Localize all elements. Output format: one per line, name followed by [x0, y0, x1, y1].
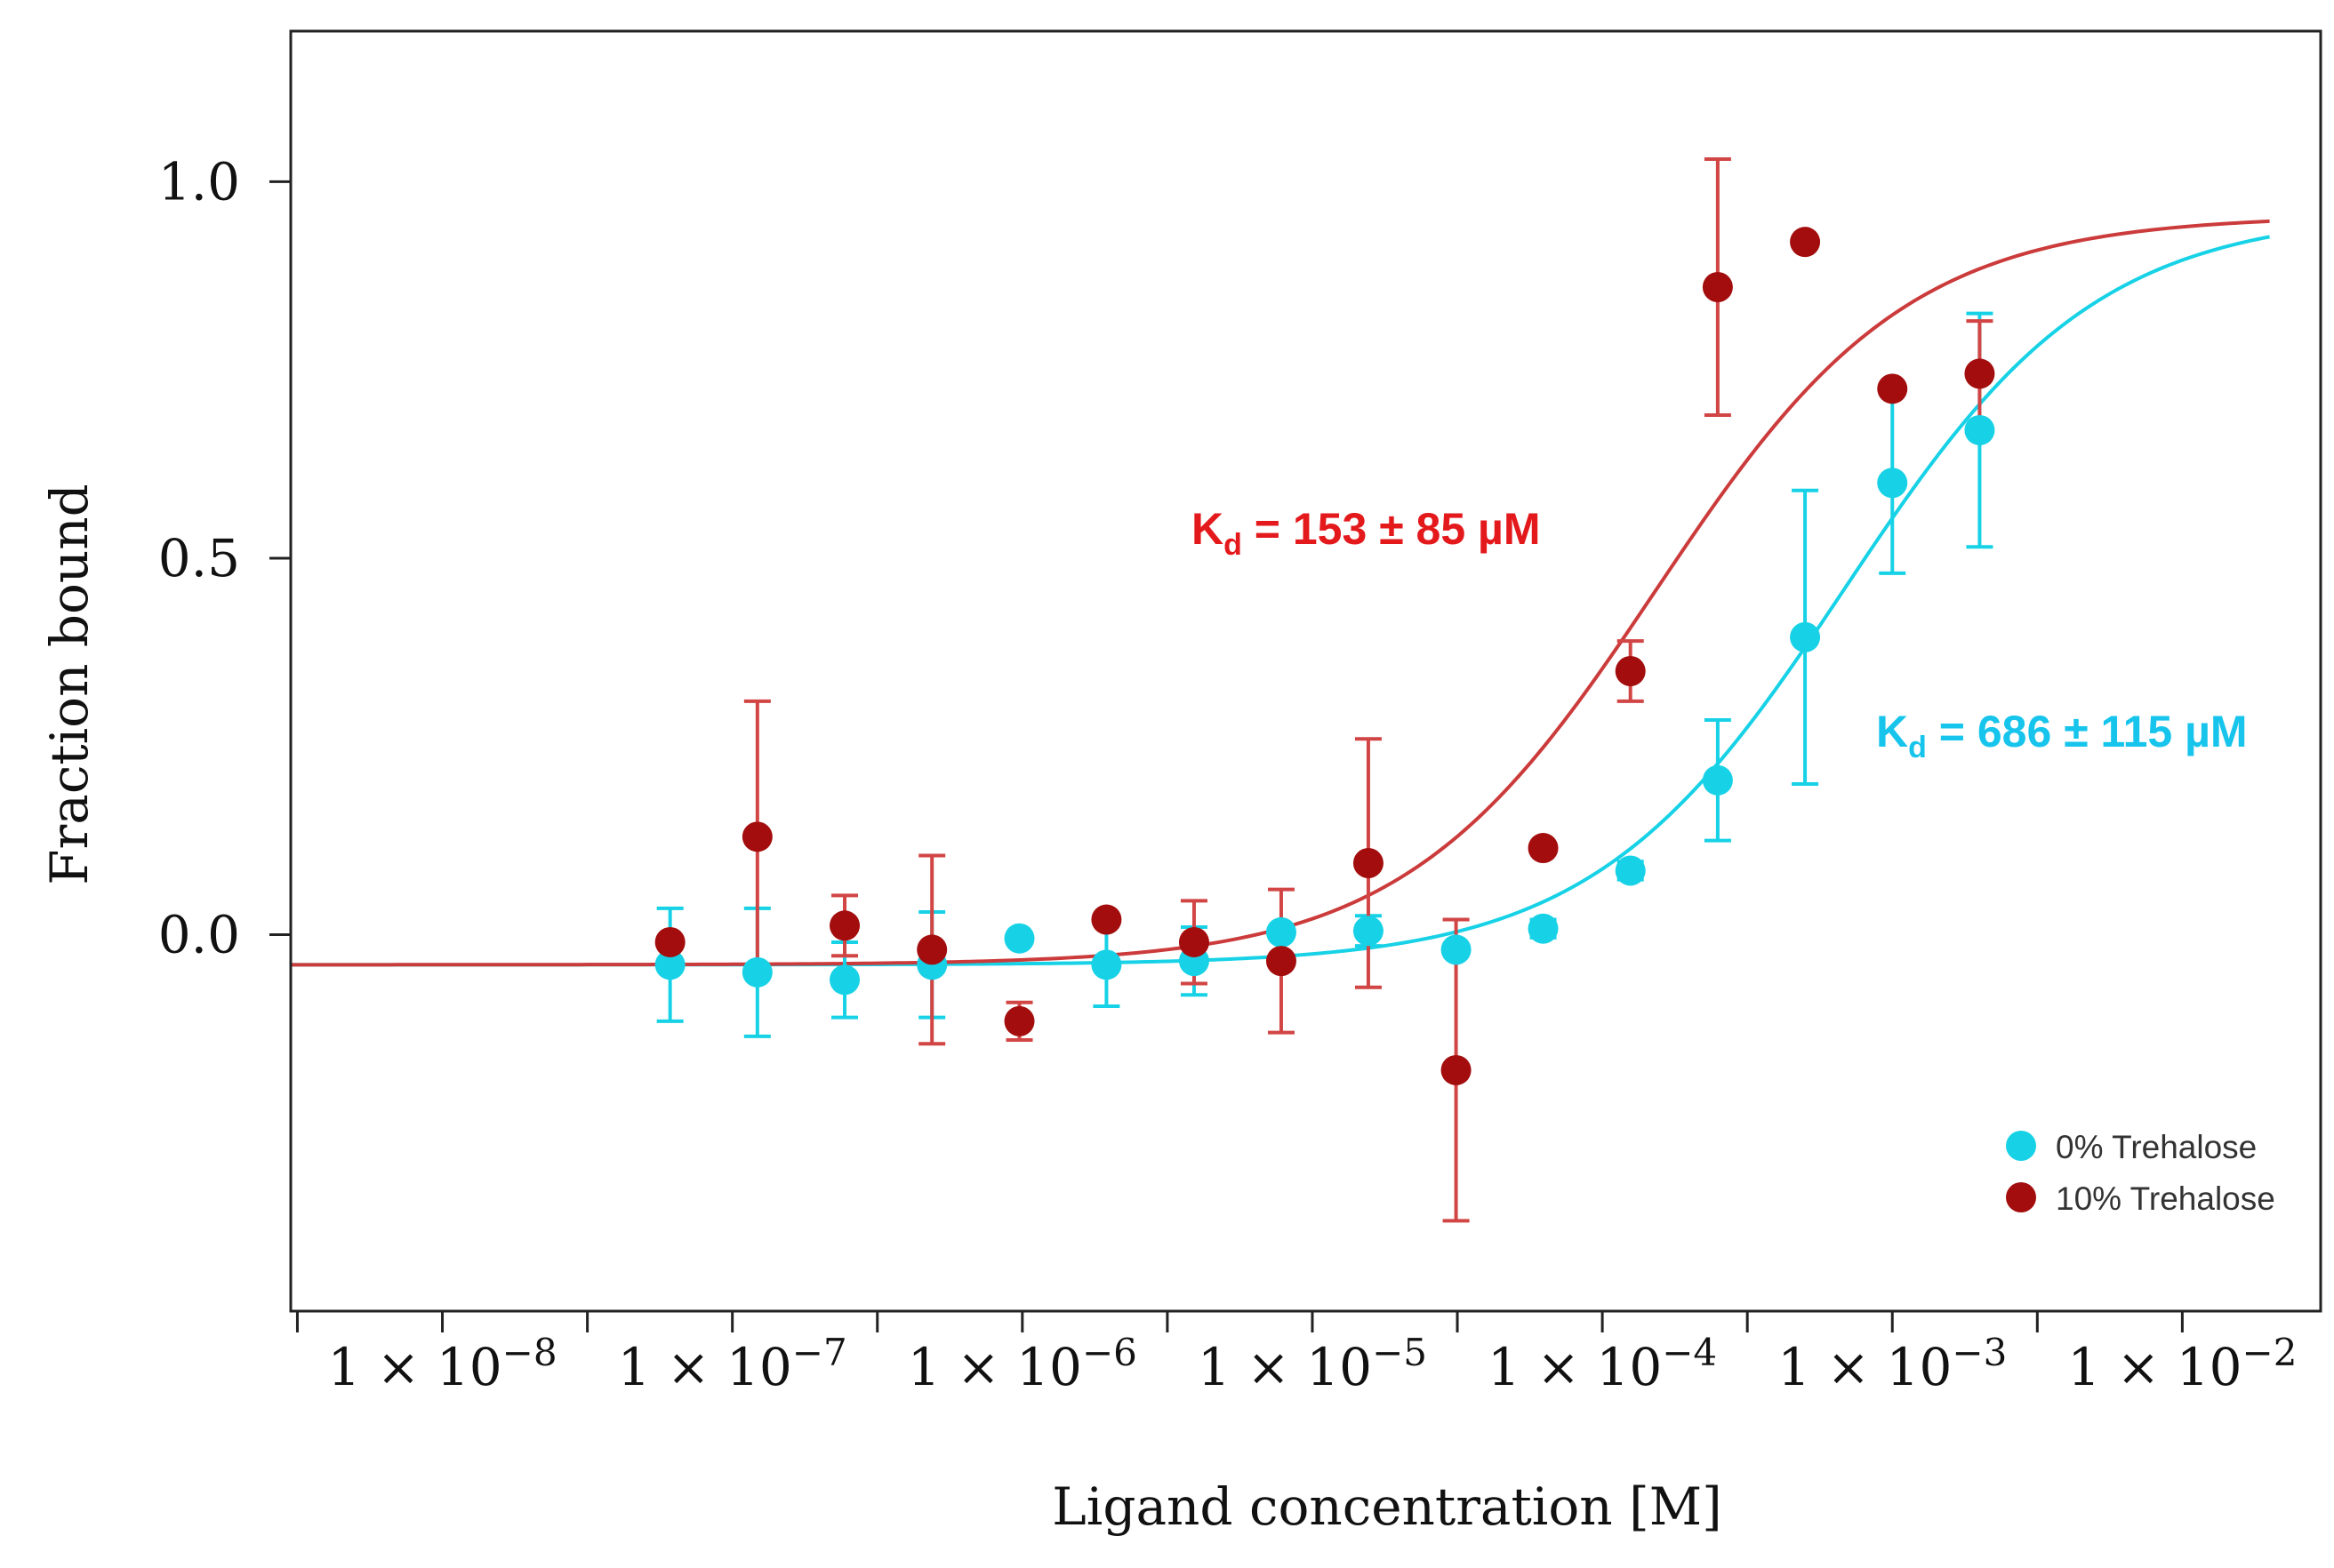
point-s1-p0 [654, 926, 686, 957]
point-s1-p3 [917, 934, 948, 965]
point-s0-p5 [1091, 949, 1122, 980]
point-s1-p13 [1790, 227, 1821, 258]
x-tick-label-4: 1 × 10−4 [1488, 1331, 1717, 1397]
error-bars [656, 157, 1993, 1223]
plot-frame [289, 29, 2322, 1313]
point-s1-p1 [742, 821, 773, 852]
point-s1-p15 [1964, 358, 1995, 389]
x-tick-label-3: 1 × 10−5 [1198, 1331, 1427, 1397]
point-s1-p4 [1004, 1005, 1035, 1036]
legend: 0% Trehalose 10% Trehalose [2006, 1129, 2275, 1217]
point-s0-p11 [1615, 855, 1646, 886]
point-s0-p0 [654, 949, 686, 980]
kd-label-10-trehalose: Kd = 153 ± 85 µM [1191, 504, 1541, 562]
point-s1-p12 [1702, 272, 1733, 302]
legend-label-0-trehalose: 0% Trehalose [2056, 1129, 2257, 1165]
legend-marker-0-trehalose [2006, 1131, 2036, 1161]
point-s0-p10 [1528, 913, 1559, 944]
point-s1-p10 [1528, 833, 1559, 864]
fit-curves [291, 219, 2270, 967]
point-s0-p14 [1877, 468, 1908, 499]
x-axis-title: Ligand concentration [M] [1052, 1476, 1721, 1537]
legend-label-10-trehalose: 10% Trehalose [2056, 1180, 2275, 1217]
y-tick-label-1: 0.5 [158, 528, 240, 588]
y-axis-title: Fraction bound [39, 484, 100, 884]
x-tick-label-2: 1 × 10−6 [908, 1331, 1137, 1397]
x-tick-label-5: 1 × 10−3 [1777, 1331, 2007, 1397]
x-tick-label-6: 1 × 10−2 [2067, 1331, 2297, 1397]
axes: 1 × 10−8 1 × 10−7 1 × 10−6 1 × 10−5 1 × 10−4… [158, 151, 2298, 1397]
point-s1-p6 [1178, 926, 1209, 957]
y-tick-label-2: 1.0 [158, 151, 240, 212]
point-s1-p7 [1265, 946, 1296, 977]
x-tick-label-0: 1 × 10−8 [327, 1331, 557, 1397]
point-s0-p15 [1964, 414, 1995, 445]
point-s0-p2 [830, 964, 861, 996]
legend-marker-10-trehalose [2006, 1182, 2036, 1212]
point-s0-p12 [1702, 764, 1733, 796]
point-s0-p7 [1265, 916, 1296, 948]
y-tick-label-0: 0.0 [158, 904, 240, 964]
x-tick-label-1: 1 × 10−7 [618, 1331, 847, 1397]
point-s1-p2 [830, 910, 861, 941]
point-s0-p1 [742, 956, 773, 988]
fit-curve-0 [291, 235, 2270, 967]
point-s0-p13 [1790, 621, 1821, 652]
point-s1-p14 [1877, 373, 1908, 404]
kd-label-0-trehalose: Kd = 686 ± 115 µM [1876, 707, 2248, 764]
point-s0-p8 [1352, 916, 1384, 947]
point-s1-p5 [1091, 904, 1122, 935]
data-points [654, 227, 1995, 1085]
point-s1-p11 [1615, 656, 1646, 686]
point-s0-p9 [1440, 934, 1472, 965]
fit-curve-1 [291, 219, 2270, 967]
point-s0-p4 [1004, 923, 1035, 954]
point-s1-p9 [1440, 1054, 1472, 1085]
point-s1-p8 [1352, 848, 1384, 878]
